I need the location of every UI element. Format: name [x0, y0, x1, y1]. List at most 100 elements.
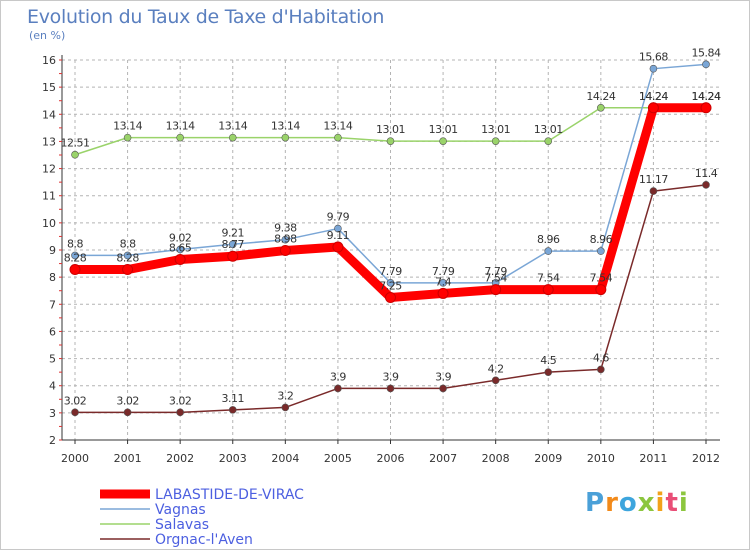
legend-label: Salavas [155, 517, 209, 533]
data-point [544, 137, 553, 145]
data-label: 3.9 [383, 370, 399, 383]
data-label: 7.54 [537, 272, 560, 285]
data-label: 15.84 [692, 46, 721, 59]
data-label: 14.24 [692, 90, 721, 103]
y-tick-label: 6 [49, 325, 56, 338]
x-tick-label: 2005 [324, 452, 352, 465]
data-label: 13.14 [323, 120, 352, 133]
data-label: 14.24 [639, 90, 668, 103]
data-point [439, 384, 447, 393]
data-label: 9.11 [327, 229, 350, 242]
data-point [281, 133, 290, 142]
data-point [123, 133, 132, 142]
data-label: 7.79 [379, 265, 402, 278]
x-tick-label: 2007 [429, 452, 457, 465]
data-point [649, 64, 658, 73]
data-point [542, 284, 554, 296]
y-tick-label: 2 [49, 434, 56, 447]
data-point [69, 264, 81, 276]
data-point [386, 384, 395, 393]
data-point [334, 384, 342, 393]
data-label: 15.68 [639, 51, 668, 64]
data-point [647, 102, 659, 114]
data-label: 9.79 [327, 211, 350, 224]
data-point [385, 292, 396, 303]
data-label: 3.11 [222, 392, 245, 405]
y-tick-label: 7 [49, 298, 56, 311]
axis-layer: 2 3 4 5 6 7 8 9 10 11 12 13 14 15 16 2000 2001 2002 2003 20… [42, 54, 720, 465]
x-tick-label: 2008 [482, 452, 510, 465]
x-tick-label: 2003 [219, 452, 247, 465]
x-tick-label: 2006 [377, 452, 405, 465]
data-point [386, 279, 395, 287]
y-tick-label: 12 [42, 163, 56, 176]
data-label: 3.9 [435, 370, 451, 383]
data-point [595, 284, 607, 296]
data-label: 4.6 [593, 351, 609, 364]
data-point [700, 102, 712, 114]
data-label: 13.14 [113, 120, 142, 133]
data-point [702, 181, 710, 189]
x-tick-label: 2011 [639, 452, 667, 465]
data-point [123, 251, 132, 260]
data-label: 13.14 [166, 120, 195, 133]
data-label: 3.02 [116, 394, 139, 407]
data-point [490, 284, 502, 296]
proxiti-logo: Proxiti [585, 488, 689, 518]
data-point [649, 187, 658, 195]
data-label: 8.96 [537, 233, 560, 246]
data-point [71, 150, 79, 159]
x-tick-label: 2009 [534, 452, 562, 465]
data-label: 9.21 [222, 226, 245, 239]
chart-title: Evolution du Taux de Taxe d'Habitation [27, 6, 385, 28]
data-label: 13.01 [534, 123, 563, 136]
data-point [437, 287, 449, 299]
data-label: 8.96 [590, 233, 613, 246]
data-label: 8.77 [222, 238, 245, 251]
data-label: 8.28 [64, 252, 87, 265]
data-point [71, 251, 79, 260]
data-label: 4.5 [540, 354, 556, 367]
x-tick-label: 2000 [61, 452, 89, 465]
data-label: 7.79 [432, 265, 455, 278]
data-point [122, 264, 134, 276]
data-label: 14.24 [639, 90, 668, 103]
legend-label: Vagnas [155, 502, 206, 518]
data-point [491, 137, 500, 145]
data-point [228, 240, 237, 249]
data-point [228, 406, 237, 414]
data-point [176, 245, 184, 254]
legend: LABASTIDE-DE-VIRACVagnasSalavasOrgnac-l'… [100, 487, 304, 548]
data-label: 9.02 [169, 231, 192, 244]
y-tick-label: 14 [42, 108, 56, 121]
data-label: 13.01 [481, 123, 510, 136]
data-point [702, 60, 710, 69]
data-label: 14.24 [692, 90, 721, 103]
data-point [334, 224, 342, 233]
y-tick-label: 16 [42, 54, 56, 67]
data-label: 8.8 [67, 237, 83, 250]
x-tick-label: 2004 [271, 452, 299, 465]
data-label: 9.38 [274, 222, 297, 235]
data-label: 12.51 [61, 137, 90, 150]
data-label: 14.24 [586, 90, 615, 103]
x-tick-label: 2002 [166, 452, 194, 465]
y-tick-label: 9 [49, 244, 56, 257]
data-label: 8.65 [169, 242, 192, 255]
data-point [281, 403, 290, 412]
data-point [334, 133, 342, 142]
legend-label: LABASTIDE-DE-VIRAC [155, 487, 304, 503]
data-point [228, 133, 237, 142]
series-layer [69, 60, 712, 417]
data-label: 13.01 [429, 123, 458, 136]
y-tick-label: 5 [49, 353, 56, 366]
data-label: 4.2 [488, 362, 504, 375]
data-point [544, 368, 553, 376]
y-tick-label: 8 [49, 271, 56, 284]
data-label: 11.17 [639, 173, 668, 186]
data-point [281, 235, 290, 244]
data-point [176, 408, 184, 417]
data-point [544, 247, 553, 255]
data-point [227, 250, 239, 262]
